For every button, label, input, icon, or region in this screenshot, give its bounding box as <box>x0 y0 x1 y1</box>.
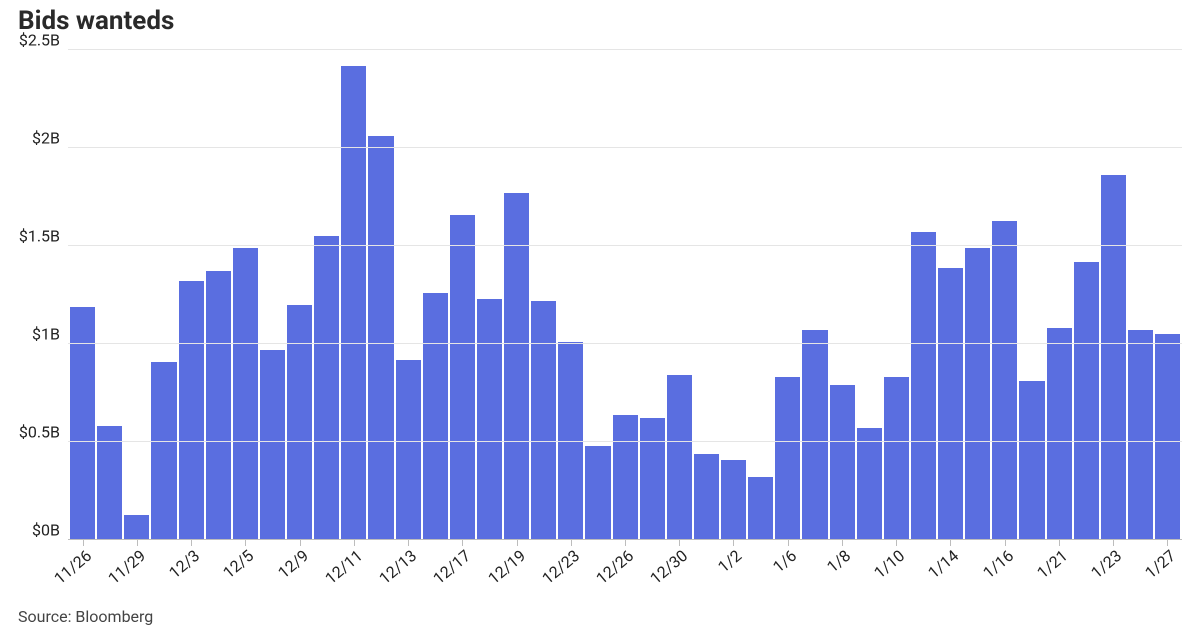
bar <box>477 299 502 540</box>
x-tick-mark <box>625 540 626 546</box>
bar <box>585 446 610 540</box>
grid-line <box>68 49 1182 50</box>
bar <box>179 281 204 540</box>
x-tick-label: 1/10 <box>870 546 908 582</box>
x-tick-label: 12/30 <box>647 546 692 588</box>
x-axis: 11/2611/2912/312/512/912/1112/1312/1712/… <box>68 540 1182 600</box>
bar <box>341 66 366 540</box>
bar <box>857 428 882 540</box>
x-tick-mark <box>462 540 463 546</box>
x-tick-label: 12/17 <box>430 546 475 588</box>
bar <box>1047 328 1072 540</box>
x-tick-label: 1/27 <box>1142 546 1180 582</box>
y-tick-label: $2B <box>32 129 68 148</box>
bar <box>911 232 936 540</box>
x-tick-label: 12/5 <box>220 546 258 582</box>
x-tick-label: 12/3 <box>165 546 203 582</box>
y-tick-label: $2.5B <box>19 31 68 50</box>
bar <box>260 350 285 540</box>
bar <box>1074 262 1099 540</box>
x-tick-label: 12/19 <box>484 546 529 588</box>
bar <box>368 136 393 540</box>
bar <box>124 515 149 540</box>
grid-line <box>68 343 1182 344</box>
bar <box>830 385 855 540</box>
x-tick-label: 1/8 <box>823 546 854 576</box>
y-tick-label: $1B <box>32 325 68 344</box>
x-tick-label: 12/26 <box>592 546 637 588</box>
bar <box>396 360 421 540</box>
bar <box>531 301 556 540</box>
x-tick-label: 1/16 <box>979 546 1017 582</box>
x-tick-label: 1/6 <box>769 546 800 576</box>
bar <box>992 221 1017 540</box>
bar <box>1019 381 1044 540</box>
bar <box>640 418 665 540</box>
x-tick-mark <box>679 540 680 546</box>
bar <box>1155 334 1180 540</box>
x-tick-label: 1/14 <box>925 546 963 582</box>
bar <box>97 426 122 540</box>
bar <box>206 271 231 540</box>
bar <box>287 305 312 540</box>
x-tick-label: 12/9 <box>274 546 312 582</box>
bar <box>938 268 963 540</box>
bar <box>450 215 475 540</box>
bar <box>151 362 176 540</box>
x-tick-label: 11/26 <box>50 546 95 588</box>
x-tick-label: 1/21 <box>1033 546 1071 582</box>
bar <box>775 377 800 540</box>
x-tick-mark <box>408 540 409 546</box>
bar <box>694 454 719 540</box>
bar <box>884 377 909 540</box>
grid-line <box>68 441 1182 442</box>
bar <box>721 460 746 540</box>
bars-group <box>68 50 1182 540</box>
bar <box>1128 330 1153 540</box>
x-tick-label: 12/23 <box>538 546 583 588</box>
bar <box>70 307 95 540</box>
grid-line <box>68 147 1182 148</box>
bar <box>802 330 827 540</box>
bar <box>965 248 990 540</box>
bar <box>748 477 773 540</box>
bar <box>613 415 638 540</box>
bar <box>314 236 339 540</box>
x-tick-label: 1/2 <box>715 546 746 576</box>
x-tick-mark <box>1113 540 1114 546</box>
y-tick-label: $0.5B <box>19 423 68 442</box>
bar <box>1101 175 1126 540</box>
chart-container: Bids wanteds $0B$0.5B$1B$1.5B$2B$2.5B 11… <box>0 0 1200 630</box>
x-tick-label: 12/11 <box>321 546 366 588</box>
x-tick-mark <box>733 540 734 546</box>
x-tick-mark <box>191 540 192 546</box>
bar <box>667 375 692 540</box>
x-tick-label: 12/13 <box>375 546 420 588</box>
y-tick-label: $0B <box>32 521 68 540</box>
bar <box>423 293 448 540</box>
y-tick-label: $1.5B <box>19 227 68 246</box>
plot-area: $0B$0.5B$1B$1.5B$2B$2.5B <box>68 50 1182 540</box>
x-tick-label: 1/23 <box>1087 546 1125 582</box>
x-tick-mark <box>842 540 843 546</box>
x-tick-label: 11/29 <box>104 546 149 588</box>
bar <box>233 248 258 540</box>
grid-line <box>68 245 1182 246</box>
source-text: Source: Bloomberg <box>18 607 153 626</box>
